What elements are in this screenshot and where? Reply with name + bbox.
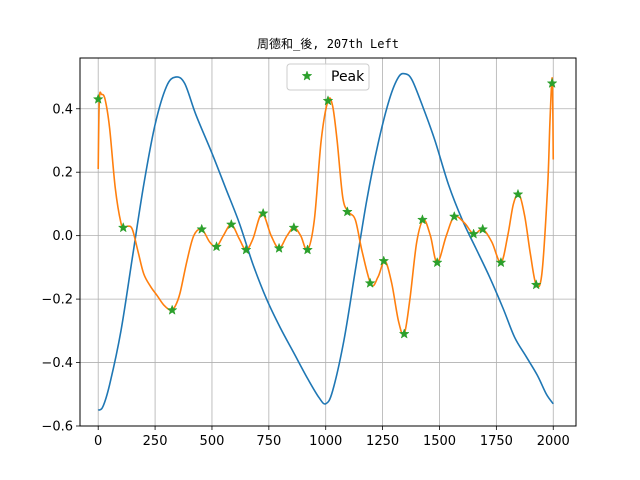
peak-marker (117, 222, 129, 233)
legend-box (286, 63, 370, 91)
legend-peak-label: Peak (331, 69, 365, 85)
peak-marker (273, 242, 285, 253)
peak-marker (166, 304, 178, 315)
peak-marker (512, 188, 524, 200)
peak-marker (546, 77, 558, 88)
peak-marker (92, 93, 104, 104)
peak-marker (495, 256, 507, 268)
y-tick-label: −0.6 (41, 420, 73, 435)
peak-marker (378, 255, 390, 266)
peak-marker (288, 222, 300, 233)
peak-marker (322, 95, 334, 106)
peak-marker (398, 328, 410, 339)
series-line-1 (97, 72, 554, 411)
x-tick-label: 500 (200, 434, 225, 449)
peak-marker (468, 228, 480, 239)
peak-markers (92, 77, 558, 339)
peak-marker (341, 206, 353, 217)
x-tick-label: 2000 (537, 434, 570, 449)
x-tick-label: 1500 (423, 434, 456, 449)
peak-marker (431, 256, 443, 268)
peak-marker (257, 207, 269, 219)
peak-marker (364, 277, 376, 288)
x-tick-label: 250 (143, 434, 168, 449)
peak-marker (240, 244, 252, 255)
legend-peak-marker (301, 70, 313, 81)
y-tick-label: 0.2 (52, 166, 73, 181)
axis-ticks: 0 250 500 750 1000 1250 1500 1750 2000 −0.6 −0.4 −0… (41, 102, 569, 449)
peak-marker (211, 241, 222, 252)
plot-area-frame (79, 57, 577, 427)
x-tick-label: 1250 (366, 434, 399, 449)
x-tick-label: 750 (256, 434, 281, 449)
y-tick-label: 0.0 (52, 229, 73, 244)
peak-marker (196, 223, 208, 234)
x-tick-label: 1750 (480, 434, 513, 449)
peak-marker (477, 223, 489, 234)
y-tick-label: −0.4 (41, 356, 73, 371)
peak-marker (448, 210, 460, 222)
x-tick-label: 0 (94, 434, 102, 449)
peak-marker (302, 244, 313, 255)
peak-marker (225, 218, 237, 230)
peak-marker (530, 279, 542, 290)
x-tick-label: 1000 (309, 434, 342, 449)
peak-marker (416, 214, 428, 225)
y-tick-label: 0.4 (52, 102, 73, 117)
chart-title: 周德和_後, 207th Left (257, 36, 399, 51)
legend: Peak (286, 63, 370, 91)
y-tick-label: −0.2 (41, 293, 73, 308)
